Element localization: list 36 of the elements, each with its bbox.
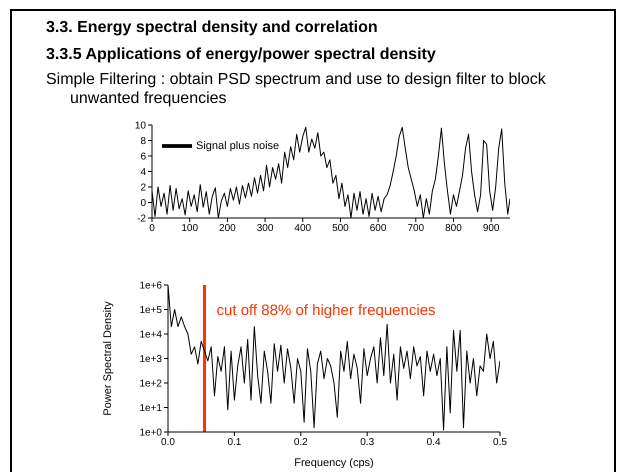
x-tick-label: 0.1 xyxy=(227,437,242,448)
y-tick-label: 1e+4 xyxy=(139,330,162,341)
y-tick-label: 1e+6 xyxy=(139,280,162,292)
x-tick-label: 100 xyxy=(181,223,198,234)
y-tick-label: 1e+5 xyxy=(139,305,162,316)
y-tick-label: -2 xyxy=(137,214,146,225)
y-tick-label: 6 xyxy=(140,152,146,163)
x-tick-label: 300 xyxy=(256,223,274,234)
text: Simple Filtering : obtain PSD spectrum and use to design filter to block unwanted frequencies xyxy=(46,70,547,108)
x-tick-label: 0.3 xyxy=(360,437,375,448)
x-tick-label: 0.4 xyxy=(426,437,441,448)
x-tick-label: 0.0 xyxy=(161,437,176,448)
x-tick-label: 400 xyxy=(294,223,312,234)
x-tick-label: 200 xyxy=(219,223,236,234)
x-tick-label: 0.2 xyxy=(294,437,308,448)
chart-subtitle: 3.3.5 Applications of energy/power spectral density xyxy=(46,46,436,64)
ref-line-label: cut off 88% of higher frequencies xyxy=(216,302,436,319)
x-axis-title: Frequency (cps) xyxy=(294,457,374,469)
legend-label: Signal plus noise xyxy=(196,140,280,152)
x-tick-label: 0.5 xyxy=(493,437,508,448)
y-tick-label: 1e+0 xyxy=(139,428,162,439)
y-tick-label: 1e+1 xyxy=(139,403,162,414)
x-tick-label: 900 xyxy=(482,223,500,234)
chart-title: 3.3. Energy spectral density and correlation xyxy=(46,19,378,37)
y-tick-label: 1e+2 xyxy=(139,378,162,390)
y-tick-label: 1e+3 xyxy=(139,354,162,366)
y-tick-label: 10 xyxy=(134,120,146,132)
x-tick-label: 800 xyxy=(445,223,462,234)
y-tick-label: 4 xyxy=(140,167,146,178)
x-tick-label: 500 xyxy=(332,223,350,234)
y-tick-label: 2 xyxy=(140,182,146,194)
x-tick-label: 700 xyxy=(407,223,425,234)
y-tick-label: 8 xyxy=(140,136,146,148)
y-axis-title: Power Spectral Density xyxy=(102,300,114,416)
y-tick-label: 0 xyxy=(140,198,146,210)
x-tick-label: 600 xyxy=(370,223,387,234)
